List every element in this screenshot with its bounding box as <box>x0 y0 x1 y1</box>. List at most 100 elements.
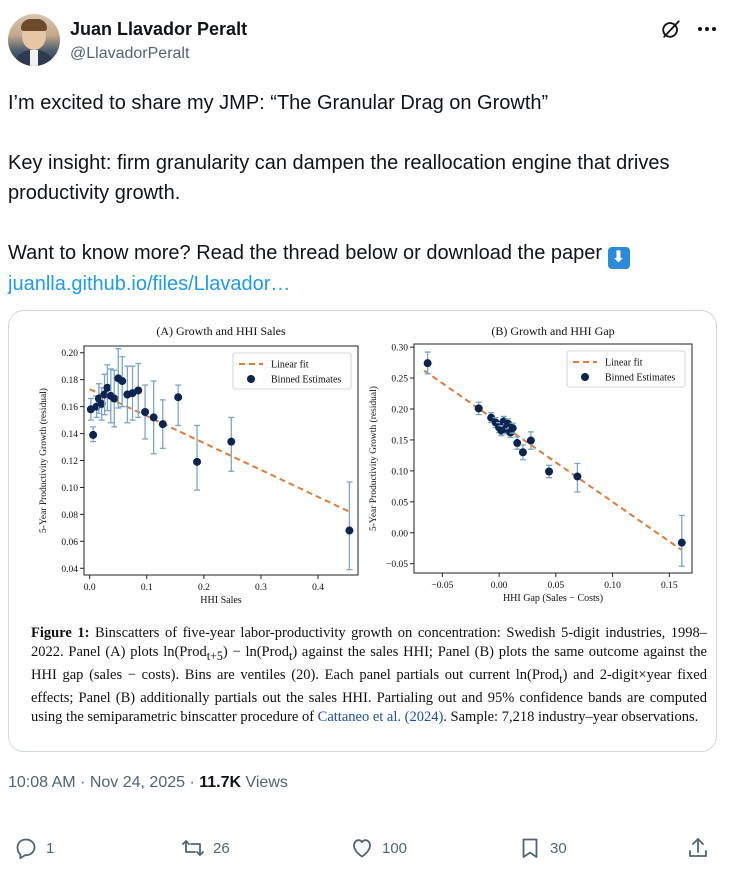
x-tick-label: 0.15 <box>661 581 678 591</box>
y-tick-label: 0.20 <box>61 349 78 359</box>
y-tick-label: −0.05 <box>386 560 408 570</box>
x-tick-label: 0.0 <box>84 583 96 593</box>
caption-text: ) − ln(Prod <box>222 644 289 660</box>
bookmark-count: 30 <box>550 839 567 857</box>
x-tick-label: 0.1 <box>141 583 153 593</box>
grok-icon[interactable] <box>660 18 682 40</box>
caption-text: Binscatters of five-year labor-productiv… <box>31 625 708 660</box>
binned-estimate-point <box>518 448 527 457</box>
binned-estimate-point <box>573 472 582 481</box>
caption-text: ) and 2-digit×year fixed effects; Panel … <box>31 666 707 725</box>
repost-button[interactable]: 26 <box>181 834 230 862</box>
reply-icon <box>16 838 36 859</box>
legend-label: Linear fit <box>605 358 643 369</box>
binned-estimate-point <box>97 399 106 408</box>
chart-title: (B) Growth and HHI Gap <box>491 324 614 338</box>
author-name[interactable]: Juan Llavador Peralt <box>70 19 248 39</box>
caption-label: Figure 1: <box>31 625 90 641</box>
y-tick-label: 0.14 <box>61 430 78 440</box>
post-line: I’m excited to share my JMP: “The Granul… <box>8 92 549 114</box>
avatar[interactable] <box>8 14 60 66</box>
separator: · <box>185 774 200 791</box>
author-handle[interactable]: @LlavadorPeralt <box>70 45 190 62</box>
legend-box <box>232 352 352 390</box>
paper-link[interactable]: juanlla.github.io/files/Llavador… <box>8 273 291 295</box>
share-icon <box>689 838 707 857</box>
y-tick-label: 0.08 <box>61 511 78 521</box>
like-count: 100 <box>382 839 408 857</box>
share-button[interactable] <box>686 834 718 862</box>
post-line: Want to know more? Read the thread below… <box>8 242 603 264</box>
figure-caption: Figure 1: Binscatters of five-year labor… <box>31 624 707 727</box>
binned-estimate-point <box>149 413 158 422</box>
legend-point-swatch <box>581 373 589 381</box>
y-tick-label: 0.30 <box>391 344 408 354</box>
y-tick-label: 0.16 <box>61 403 78 413</box>
caption-sub: t <box>288 648 293 663</box>
chart-title: (A) Growth and HHI Sales <box>156 324 286 338</box>
post-date[interactable]: Nov 24, 2025 <box>89 774 186 791</box>
binned-estimate-point <box>508 424 517 433</box>
reply-button[interactable]: 1 <box>14 834 54 862</box>
legend-label: Linear fit <box>271 360 309 371</box>
views-label: Views <box>241 774 288 791</box>
binned-estimate-point <box>545 467 554 476</box>
more-icon[interactable] <box>695 18 719 40</box>
caption-sub: t+5 <box>206 648 223 663</box>
repost-count: 26 <box>213 839 230 857</box>
y-tick-label: 0.06 <box>61 538 78 548</box>
x-axis-label: HHI Gap (Sales − Costs) <box>503 593 603 604</box>
binned-estimate-point <box>677 538 686 547</box>
separator: · <box>75 774 90 791</box>
y-tick-label: 0.20 <box>391 405 408 415</box>
post-line: Key insight: firm granularity can dampen… <box>8 152 670 174</box>
binned-estimate-point <box>103 383 112 392</box>
linear-fit-line <box>423 369 683 551</box>
like-button[interactable]: 100 <box>350 834 407 862</box>
caption-sub: t <box>559 671 563 686</box>
binned-estimate-point <box>513 439 522 448</box>
reply-count: 1 <box>46 839 55 857</box>
post-line: productivity growth. <box>8 182 181 204</box>
binned-estimate-point <box>423 359 432 368</box>
x-tick-label: 0.2 <box>198 583 210 593</box>
plot-frame <box>413 343 693 574</box>
bookmark-icon <box>522 838 538 858</box>
y-axis-label: 5-Year Productivity Growth (residual) <box>38 388 49 533</box>
y-axis-label: 5-Year Productivity Growth (residual) <box>368 386 379 531</box>
legend-box <box>566 350 686 388</box>
legend-label: Binned Estimates <box>271 375 341 386</box>
citation-link[interactable]: Cattaneo et al. (2024) <box>317 708 444 725</box>
y-tick-label: 0.00 <box>391 529 408 539</box>
x-tick-label: 0.10 <box>604 581 621 591</box>
post-meta: 10:08 AM · Nov 24, 2025 · 11.7K Views <box>8 774 288 792</box>
binned-estimate-point <box>193 457 202 466</box>
x-tick-label: 0.4 <box>312 583 324 593</box>
binned-estimate-point <box>141 408 150 417</box>
caption-text: . Sample: 7,218 industry–year observatio… <box>443 708 699 725</box>
legend-label: Binned Estimates <box>605 373 675 384</box>
binned-estimate-point <box>345 526 354 535</box>
binned-estimate-point <box>474 404 483 413</box>
x-tick-label: 0.05 <box>548 581 565 591</box>
x-tick-label: −0.05 <box>431 581 453 591</box>
binned-estimate-point <box>158 420 167 429</box>
heart-icon <box>353 839 371 858</box>
down-arrow-emoji-icon: ⬇ <box>607 247 630 269</box>
binned-estimate-point <box>227 437 236 446</box>
action-bar: 1 26 100 30 <box>8 834 721 864</box>
views-count: 11.7K <box>199 774 242 791</box>
y-tick-label: 0.05 <box>391 498 408 508</box>
binned-estimate-point <box>100 390 109 399</box>
y-tick-label: 0.12 <box>61 457 78 467</box>
post-time[interactable]: 10:08 AM <box>8 774 76 791</box>
bookmark-button[interactable]: 30 <box>518 834 567 862</box>
y-tick-label: 0.15 <box>391 436 408 446</box>
binned-estimate-point <box>89 430 98 439</box>
repost-icon <box>182 840 204 856</box>
post-text: I’m excited to share my JMP: “The Granul… <box>8 88 721 299</box>
post-media[interactable]: (A) Growth and HHI Sales 0.0 0.1 0.2 0.3 0.4 0… <box>8 310 717 752</box>
y-tick-label: 0.10 <box>391 467 408 477</box>
binned-estimate-point <box>174 393 183 402</box>
x-axis-label: HHI Sales <box>200 595 241 606</box>
